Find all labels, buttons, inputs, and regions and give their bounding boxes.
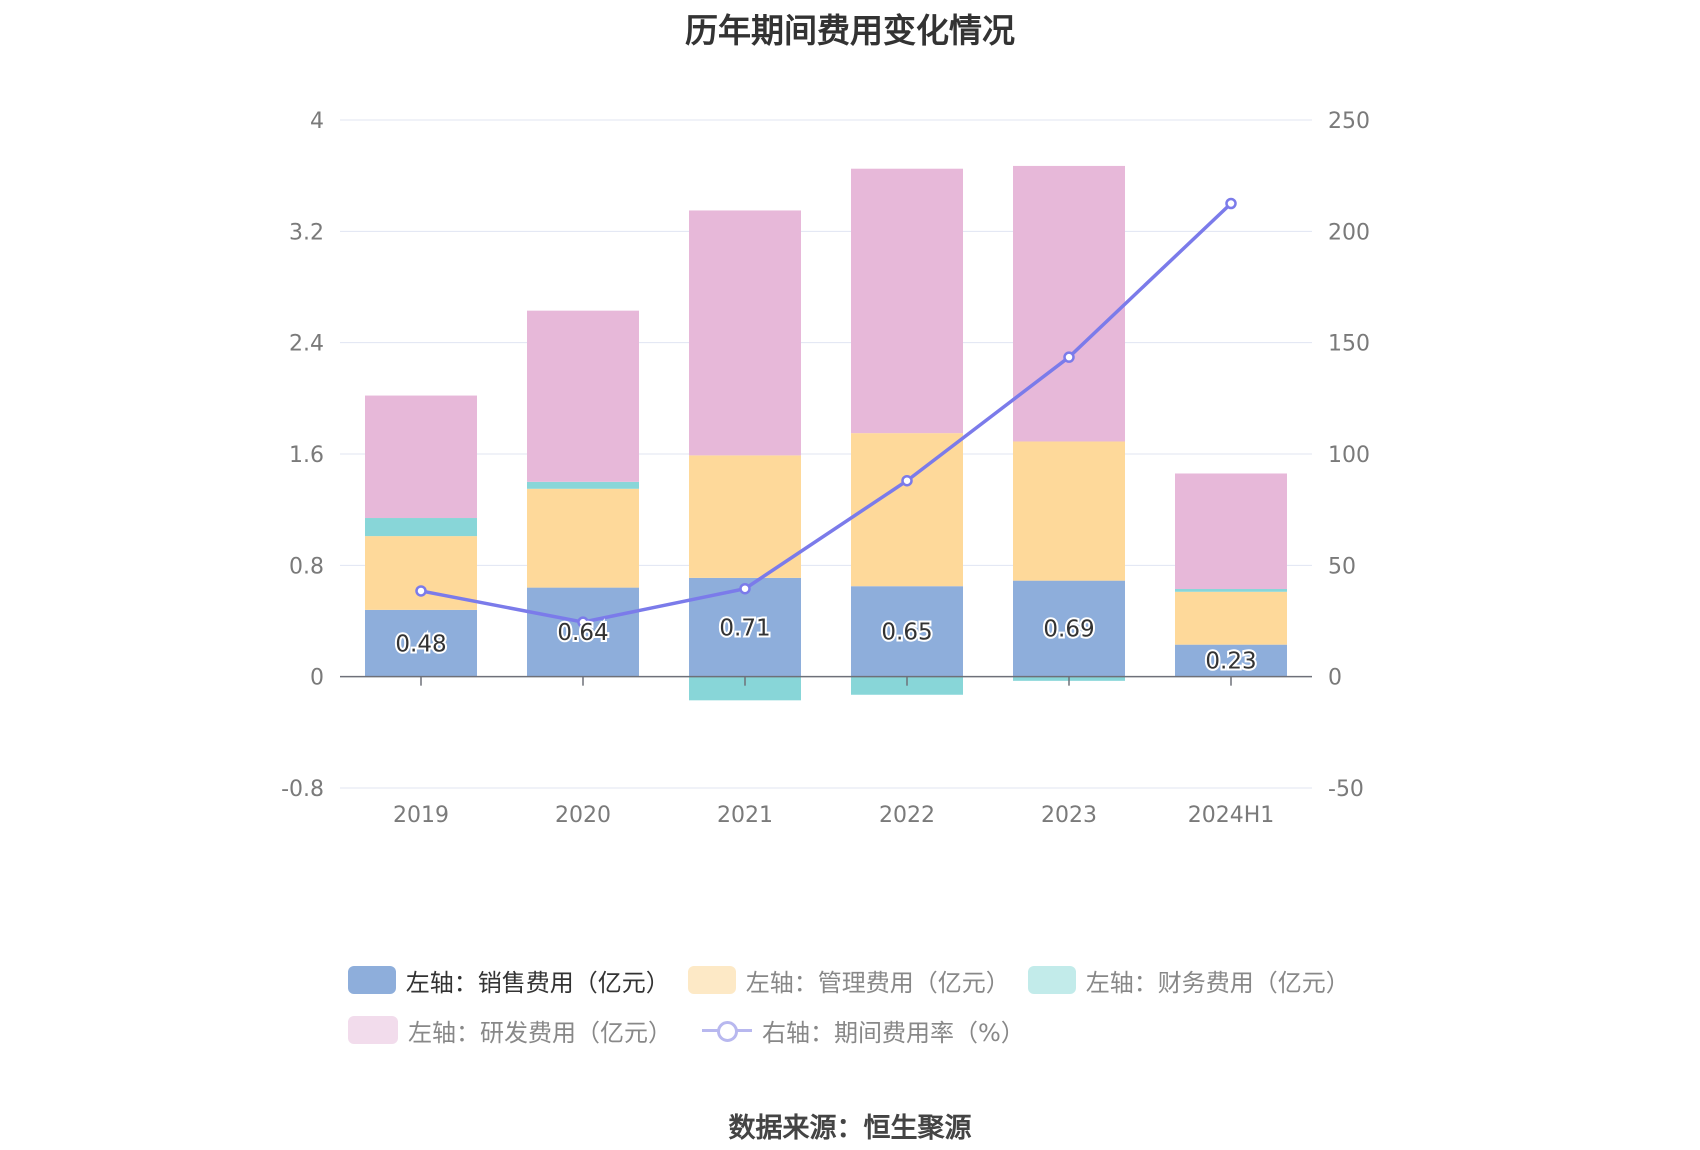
bar-segment: [1013, 580, 1125, 677]
legend-row: 左轴：研发费用（亿元） 右轴：期间费用率（%）: [348, 1005, 1368, 1055]
bar-segment: [527, 587, 639, 677]
rate-line-path: [420, 202, 1233, 624]
y-right-tick-label: 100: [1328, 443, 1370, 468]
legend-line-marker-icon: [702, 1016, 752, 1044]
legend-swatch: [348, 1016, 398, 1044]
data-labels: 0.48 0.64 0.71 0.65 0.69 0.23: [393, 613, 1258, 676]
y-left-tick-label: 0.8: [289, 554, 324, 579]
bar-segment: [851, 433, 963, 587]
y-right-tick-label: 200: [1328, 220, 1370, 245]
x-tick-label: 2020: [555, 803, 611, 828]
bar-segment: [1175, 473, 1287, 589]
chart-title: 历年期间费用变化情况: [685, 11, 1015, 50]
y-right-tick-label: 250: [1328, 109, 1370, 134]
legend-label: 右轴：期间费用率（%）: [762, 1018, 1025, 1047]
y-right-tick-label: 0: [1328, 666, 1342, 691]
bar-segment: [689, 676, 801, 701]
data-label: 0.48: [395, 631, 446, 657]
bar-segment: [365, 395, 477, 519]
rate-point: [901, 474, 913, 487]
bar-segment: [851, 676, 963, 695]
source-note: 数据来源：恒生聚源: [728, 1113, 972, 1144]
rate-point: [739, 582, 751, 595]
rate-point: [577, 616, 589, 628]
data-label: 0.65: [881, 619, 932, 645]
legend-label: 左轴：研发费用（亿元）: [408, 1018, 672, 1047]
grid-lines: [340, 119, 1312, 789]
y-left-tick-label: 1.6: [289, 443, 324, 468]
x-tick-label: 2023: [1041, 803, 1097, 828]
bar-segment: [851, 168, 963, 434]
legend: 左轴：销售费用（亿元） 左轴：管理费用（亿元） 左轴：财务费用（亿元） 左轴：研发费…: [348, 955, 1368, 1055]
bar-segment: [1175, 588, 1287, 592]
bar-segment: [365, 609, 477, 677]
data-label: 0.64: [557, 620, 608, 646]
legend-item[interactable]: 左轴：财务费用（亿元）: [1028, 963, 1350, 998]
y-left-tick-label: 3.2: [289, 220, 324, 245]
data-label: 0.71: [719, 615, 770, 641]
legend-swatch: [1028, 966, 1076, 994]
x-tick-label: 2019: [393, 803, 449, 828]
bar-segment: [689, 455, 801, 578]
bar-segment: [1175, 644, 1287, 677]
y-left-tick-label: -0.8: [281, 777, 324, 802]
data-label: 0.23: [1205, 649, 1256, 675]
bar-segment: [527, 481, 639, 489]
bar-segment: [527, 310, 639, 482]
y-left-tick-label: 0: [310, 666, 324, 691]
y-left-tick-label: 2.4: [289, 332, 324, 357]
legend-swatch: [348, 966, 396, 994]
x-tick-label: 2022: [879, 803, 935, 828]
legend-label: 左轴：管理费用（亿元）: [745, 968, 1010, 997]
rate-point: [415, 585, 427, 597]
y-left-tick-label: 4: [310, 109, 324, 134]
x-tick-label: 2021: [717, 803, 773, 828]
rate-point: [1063, 351, 1075, 363]
y-right-tick-label: -50: [1328, 777, 1364, 802]
legend-item[interactable]: 左轴：管理费用（亿元）: [688, 963, 1010, 998]
rate-point: [1225, 197, 1237, 210]
legend-swatch: [688, 966, 736, 994]
bar-segment: [527, 488, 639, 588]
bar-segment: [1013, 441, 1125, 581]
y-right-tick-label: 150: [1328, 332, 1370, 357]
legend-item[interactable]: 左轴：研发费用（亿元）: [348, 1013, 672, 1048]
x-tick-label: 2024H1: [1188, 803, 1275, 828]
legend-item[interactable]: 右轴：期间费用率（%）: [702, 1013, 1025, 1048]
bar-segment: [1013, 165, 1125, 442]
data-label: 0.69: [1043, 617, 1094, 643]
y-right-tick-label: 50: [1328, 554, 1356, 579]
bars: [365, 165, 1287, 701]
bar-segment: [851, 586, 963, 677]
rate-line: [415, 197, 1237, 628]
legend-row: 左轴：销售费用（亿元） 左轴：管理费用（亿元） 左轴：财务费用（亿元）: [348, 955, 1368, 1005]
bar-segment: [689, 210, 801, 456]
bar-segment: [365, 518, 477, 537]
legend-item[interactable]: 左轴：销售费用（亿元）: [348, 963, 670, 998]
legend-label: 左轴：财务费用（亿元）: [1085, 968, 1350, 997]
bar-segment: [1175, 591, 1287, 645]
legend-label: 左轴：销售费用（亿元）: [405, 968, 670, 997]
axes: 4 250 3.2 200 2.4 150 1.6 100 0.8 50 0 0 -0.8 -50 2019…: [281, 109, 1370, 828]
